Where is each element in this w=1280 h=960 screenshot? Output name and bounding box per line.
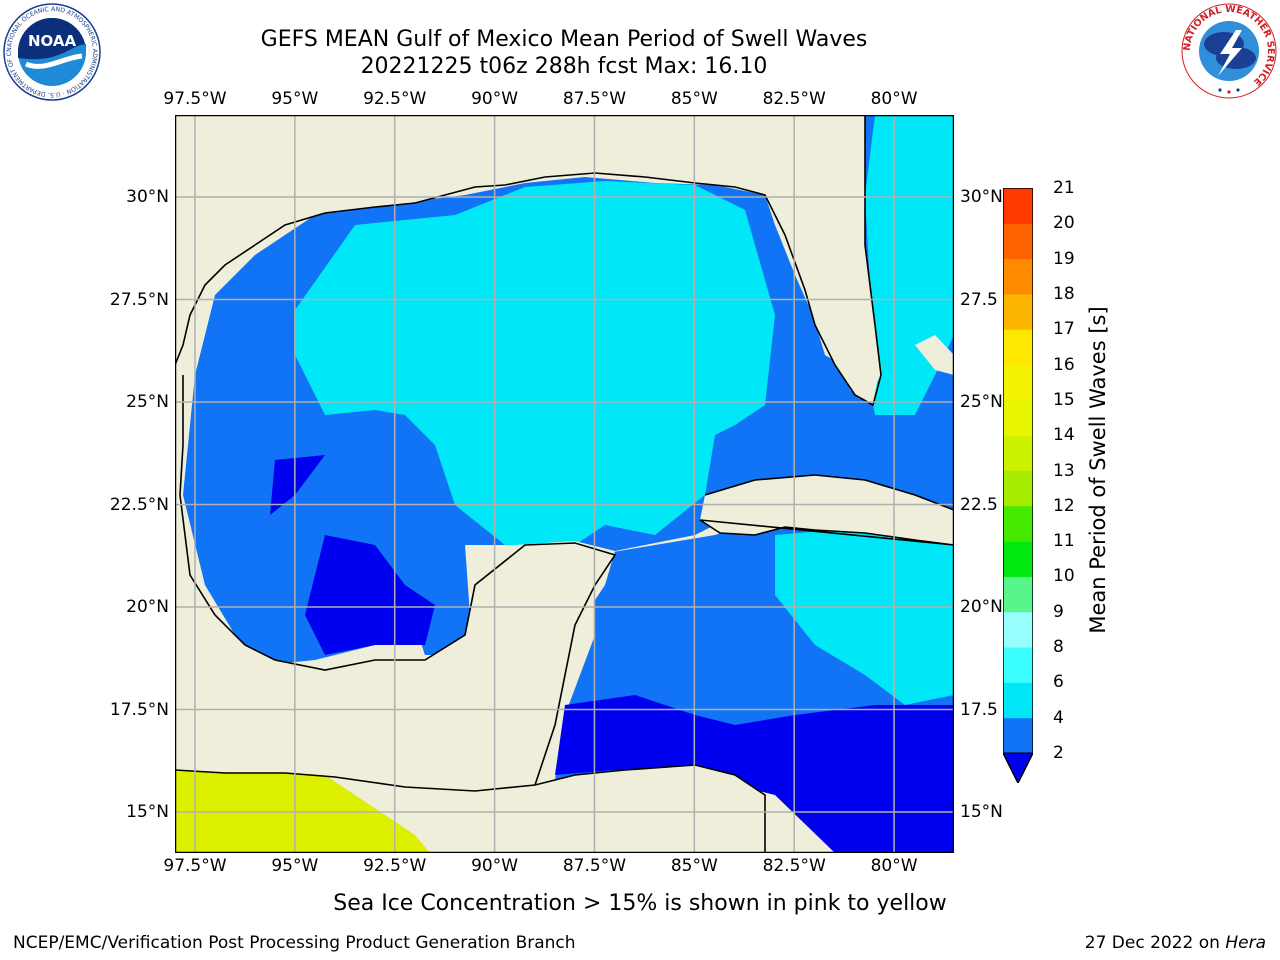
colorbar-segment-12 — [1003, 293, 1033, 330]
colorbar-segment-4 — [1003, 576, 1033, 613]
map-border — [175, 115, 954, 853]
land-bahamas — [915, 335, 954, 375]
lon-tick-top-2: 92.5°W — [363, 89, 427, 109]
lat-tick-left-0: 30°N — [126, 187, 169, 207]
lat-tick-right-6: 15°N — [960, 802, 1003, 822]
colorbar-tick-0: 2 — [1053, 743, 1064, 763]
lon-tick-bottom-0: 97.5°W — [163, 856, 227, 876]
colorbar-tick-10: 15 — [1053, 389, 1075, 410]
footer-host: Hera — [1225, 933, 1266, 953]
colorbar-tick-8: 13 — [1053, 460, 1075, 481]
lon-tick-top-1: 95°W — [271, 89, 319, 109]
chart-subtitle: 20221225 t06z 288h fcst Max: 16.10 — [360, 54, 768, 79]
chart-title: GEFS MEAN Gulf of Mexico Mean Period of … — [260, 27, 868, 52]
colorbar-segment-14 — [1003, 223, 1033, 260]
footer-branch: NCEP/EMC/Verification Post Processing Pr… — [13, 933, 576, 953]
lat-tick-left-5: 17.5°N — [109, 699, 169, 720]
colorbar-segment-9 — [1003, 399, 1033, 436]
lat-tick-left-4: 20°N — [126, 597, 169, 617]
colorbar-segment-15 — [1003, 188, 1033, 224]
lon-tick-bottom-4: 87.5°W — [562, 856, 627, 876]
colorbar-tick-15: 20 — [1053, 213, 1075, 234]
footer-date: 27 Dec 2022 on Hera — [1085, 933, 1266, 953]
coastline-cuba — [699, 474, 954, 546]
lat-tick-right-2: 25°N — [960, 392, 1003, 412]
colorbar-label: Mean Period of Swell Waves [s] — [1086, 306, 1110, 634]
lon-tick-top-5: 85°W — [670, 89, 718, 109]
lat-tick-right-3: 22.5 — [960, 494, 998, 515]
lon-tick-top-0: 97.5°W — [163, 89, 227, 109]
lat-tick-right-4: 20°N — [960, 597, 1003, 617]
colorbar-segment-8 — [1003, 435, 1033, 471]
lat-tick-right-1: 27.5 — [960, 289, 998, 310]
colorbar-segment-2 — [1003, 647, 1033, 683]
colorbar-extend-triangle — [1003, 752, 1033, 783]
colorbar-tick-4: 9 — [1053, 601, 1064, 622]
swell-period-4-6s-gulf — [295, 181, 775, 545]
land-cuba — [700, 475, 954, 545]
lon-tick-top-7: 80°W — [870, 89, 918, 109]
lon-tick-bottom-7: 80°W — [870, 856, 918, 876]
colorbar-tick-16: 21 — [1053, 178, 1075, 198]
colorbar-segment-0 — [1003, 717, 1033, 754]
lon-tick-bottom-1: 95°W — [271, 856, 319, 876]
lat-tick-left-1: 27.5°N — [109, 289, 169, 310]
colorbar-tick-13: 18 — [1053, 283, 1075, 304]
colorbar-segment-6 — [1003, 505, 1033, 542]
colorbar-segment-1 — [1003, 682, 1033, 719]
lat-tick-left-3: 22.5°N — [109, 494, 169, 515]
noaa-logo-text: NOAA — [28, 32, 77, 50]
colorbar-segment-10 — [1003, 364, 1033, 401]
gridlines — [175, 115, 954, 853]
colorbar-tick-1: 4 — [1053, 707, 1064, 728]
land-united-states — [175, 115, 880, 405]
lon-tick-bottom-5: 85°W — [670, 856, 718, 876]
lon-tick-top-6: 82.5°W — [762, 89, 826, 109]
colorbar-border — [1003, 188, 1033, 783]
land-yucatan-peninsula — [465, 541, 615, 775]
colorbar-tick-11: 16 — [1053, 354, 1075, 375]
footer-date-text: 27 Dec 2022 on — [1084, 933, 1226, 953]
swell-period-below-2s-bay-of-campeche — [305, 535, 435, 655]
colorbar-tick-12: 17 — [1053, 319, 1075, 340]
colorbar-tick-3: 8 — [1053, 637, 1064, 658]
swell-period-below-2s-west-gulf — [270, 455, 325, 515]
colorbar-tick-2: 6 — [1053, 672, 1064, 693]
lon-tick-bottom-3: 90°W — [471, 856, 519, 876]
lon-tick-bottom-2: 92.5°W — [363, 856, 427, 876]
colorbar-tick-7: 12 — [1053, 495, 1075, 516]
colorbar-segment-3 — [1003, 611, 1033, 648]
lat-tick-right-0: 30°N — [960, 187, 1003, 207]
nws-logo: NATIONAL WEATHER SERVICE — [1181, 3, 1277, 99]
noaa-logo: NATIONAL OCEANIC AND ATMOSPHERIC ADMINIS… — [2, 2, 101, 101]
coastline-central-america — [175, 764, 766, 853]
coastline-mexico — [179, 375, 617, 786]
lat-tick-right-5: 17.5 — [960, 699, 998, 720]
lon-tick-top-4: 87.5°W — [562, 89, 627, 109]
lat-tick-left-2: 25°N — [126, 392, 169, 412]
lon-tick-top-3: 90°W — [471, 89, 519, 109]
colorbar-tick-14: 19 — [1053, 248, 1075, 269]
colorbar-tick-9: 14 — [1053, 425, 1075, 446]
colorbar-segment-11 — [1003, 329, 1033, 366]
sea-ice-note: Sea Ice Concentration > 15% is shown in … — [333, 891, 947, 916]
lon-tick-bottom-6: 82.5°W — [762, 856, 826, 876]
colorbar-segment-5 — [1003, 541, 1033, 577]
colorbar-segment-7 — [1003, 470, 1033, 507]
colorbar-tick-5: 10 — [1053, 566, 1075, 587]
colorbar — [1003, 188, 1033, 783]
swell-period-4-6s-caribbean — [775, 530, 954, 705]
map-plot-area — [175, 115, 954, 853]
colorbar-segment-13 — [1003, 258, 1033, 295]
lat-tick-left-6: 15°N — [126, 802, 169, 822]
colorbar-tick-6: 11 — [1053, 531, 1075, 552]
swell-period-below-2s-caribbean — [555, 695, 954, 853]
